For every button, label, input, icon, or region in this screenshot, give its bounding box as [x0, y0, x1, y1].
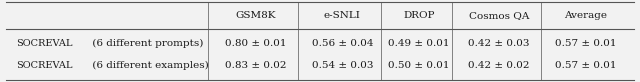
Text: 0.42 ± 0.02: 0.42 ± 0.02: [468, 61, 530, 70]
Text: (6 different prompts): (6 different prompts): [89, 39, 204, 48]
Text: DROP: DROP: [403, 11, 435, 20]
Text: 0.83 ± 0.02: 0.83 ± 0.02: [225, 61, 287, 70]
Text: e-SNLI: e-SNLI: [324, 11, 361, 20]
Text: GSM8K: GSM8K: [236, 11, 276, 20]
Text: 0.42 ± 0.03: 0.42 ± 0.03: [468, 39, 530, 48]
Text: 0.57 ± 0.01: 0.57 ± 0.01: [555, 39, 616, 48]
Text: 0.57 ± 0.01: 0.57 ± 0.01: [555, 61, 616, 70]
Text: Cosmos QA: Cosmos QA: [469, 11, 529, 20]
Text: (6 different examples): (6 different examples): [89, 61, 209, 70]
Text: 0.49 ± 0.01: 0.49 ± 0.01: [388, 39, 450, 48]
Text: Average: Average: [564, 11, 607, 20]
Text: SOCREVAL: SOCREVAL: [16, 39, 72, 48]
Text: 0.54 ± 0.03: 0.54 ± 0.03: [312, 61, 373, 70]
Text: 0.80 ± 0.01: 0.80 ± 0.01: [225, 39, 287, 48]
Text: 0.56 ± 0.04: 0.56 ± 0.04: [312, 39, 373, 48]
Text: SOCREVAL: SOCREVAL: [16, 61, 72, 70]
Text: 0.50 ± 0.01: 0.50 ± 0.01: [388, 61, 450, 70]
